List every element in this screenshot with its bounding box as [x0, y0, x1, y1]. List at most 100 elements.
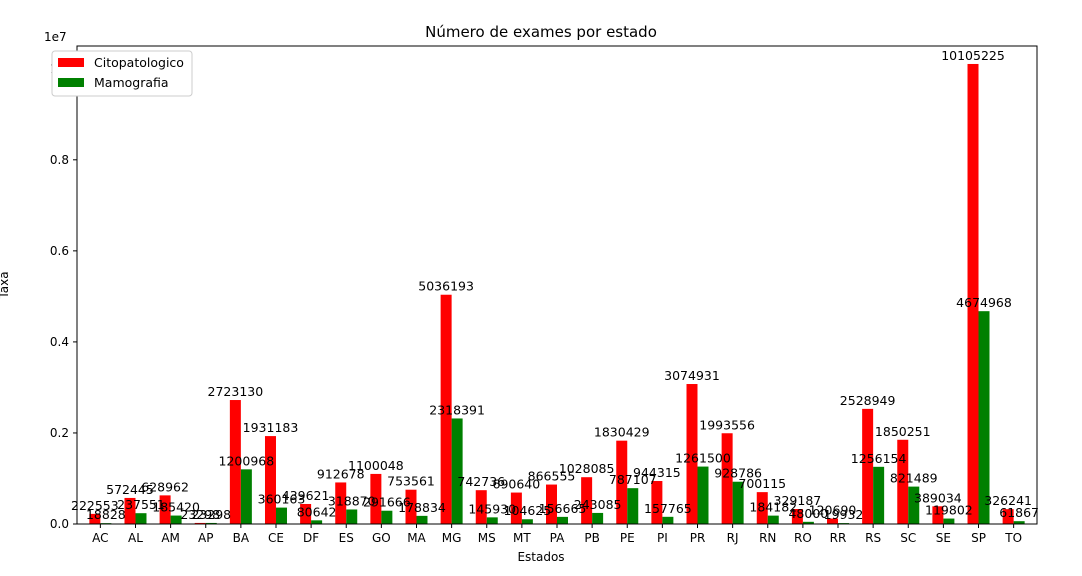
value-label-citopatologico-mt: 690640 [493, 477, 541, 492]
bar-citopatologico-rs [862, 408, 874, 524]
y-tick-label: 0.8 [50, 153, 69, 167]
bar-citopatologico-ba [229, 400, 241, 524]
value-label-citopatologico-pe: 1830429 [594, 425, 650, 440]
x-tick-label-ac: AC [92, 531, 108, 545]
x-tick-label-pi: PI [657, 531, 668, 545]
value-label-mamografia-ms: 145930 [468, 501, 516, 516]
value-label-mamografia-mg: 2318391 [429, 402, 485, 417]
value-label-citopatologico-df: 439621 [282, 488, 330, 503]
bar-citopatologico-pi [651, 481, 663, 524]
bar-mamografia-ap [205, 522, 217, 524]
bar-mamografia-pa [557, 516, 568, 524]
value-label-citopatologico-ap: 23298 [180, 507, 220, 522]
bar-mamografia-pb [592, 512, 604, 524]
x-tick-label-rj: RJ [727, 531, 739, 545]
value-label-citopatologico-to: 326241 [984, 493, 1032, 508]
bar-citopatologico-go [370, 473, 382, 524]
y-tick-label: 0.0 [50, 517, 69, 531]
bar-citopatologico-am [159, 495, 171, 524]
x-tick-label-rn: RN [759, 531, 776, 545]
bar-citopatologico-pr [686, 384, 698, 524]
value-label-mamografia-ac: 18828 [86, 507, 126, 522]
bar-mamografia-rs [873, 466, 885, 524]
legend-label-citopatologico: Citopatologico [94, 55, 184, 70]
legend-swatch-citopatologico [58, 58, 84, 67]
value-label-mamografia-ce: 360163 [258, 492, 306, 507]
bar-citopatologico-ma [405, 489, 417, 524]
bar-citopatologico-pe [616, 440, 628, 524]
value-label-mamografia-df: 80642 [297, 504, 337, 519]
value-label-citopatologico-am: 628962 [141, 479, 189, 494]
bar-mamografia-pi [662, 516, 674, 524]
legend-swatch-mamografia [58, 78, 84, 87]
x-tick-label-go: GO [372, 531, 391, 545]
bar-mamografia-rj [732, 481, 744, 524]
value-labels-layer: 2225535724456289622329827231301931183439… [71, 48, 1039, 522]
value-label-mamografia-to: 61867 [999, 505, 1039, 520]
value-label-citopatologico-pa: 866555 [528, 469, 576, 484]
bar-citopatologico-se [932, 506, 944, 524]
value-label-citopatologico-ce: 1931183 [243, 420, 299, 435]
bars-layer [89, 63, 1025, 524]
value-label-citopatologico-es: 912678 [317, 466, 365, 481]
y-scale-label: 1e7 [44, 30, 67, 44]
x-tick-label-ba: BA [233, 531, 250, 545]
bar-mamografia-ce [275, 507, 287, 524]
value-label-mamografia-mt: 104625 [504, 503, 552, 518]
bar-citopatologico-rr [827, 518, 839, 524]
bar-mamografia-sp [978, 311, 990, 524]
value-label-mamografia-rn: 184182 [749, 500, 797, 515]
bar-citopatologico-df [300, 503, 312, 524]
x-tick-label-mg: MG [442, 531, 462, 545]
x-tick-label-sp: SP [971, 531, 986, 545]
value-label-citopatologico-pr: 3074931 [664, 368, 720, 383]
value-label-citopatologico-se: 389034 [914, 490, 962, 505]
bar-citopatologico-to [1002, 509, 1014, 524]
value-label-citopatologico-go: 1100048 [348, 458, 404, 473]
bar-mamografia-al [135, 513, 147, 524]
bar-mamografia-go [381, 510, 393, 524]
value-label-citopatologico-rs: 2528949 [840, 393, 896, 408]
x-tick-label-es: ES [339, 531, 354, 545]
x-tick-label-df: DF [303, 531, 319, 545]
value-label-mamografia-es: 318870 [328, 493, 376, 508]
value-label-mamografia-go: 291666 [363, 495, 411, 510]
x-tick-label-se: SE [936, 531, 951, 545]
bar-citopatologico-ro [791, 509, 803, 524]
value-label-citopatologico-ms: 742736 [457, 474, 505, 489]
bar-citopatologico-rj [721, 433, 733, 524]
bar-citopatologico-rn [756, 492, 768, 524]
value-label-citopatologico-sc: 1850251 [875, 424, 931, 439]
bar-mamografia-es [346, 509, 358, 524]
value-label-citopatologico-pb: 1028085 [559, 461, 615, 476]
value-label-mamografia-ba: 1200968 [219, 453, 275, 468]
value-label-citopatologico-ac: 222553 [71, 498, 119, 513]
x-tick-label-rr: RR [830, 531, 847, 545]
y-tick-label: 0.6 [50, 244, 69, 258]
value-label-mamografia-ma: 178834 [398, 500, 446, 515]
value-label-citopatologico-rn: 700115 [738, 476, 786, 491]
bar-citopatologico-ac [89, 513, 101, 524]
bar-mamografia-pe [627, 488, 639, 524]
bar-citopatologico-mg [440, 294, 452, 524]
bar-mamografia-se [943, 518, 955, 524]
y-axis-label: Taxa [0, 271, 11, 299]
value-label-mamografia-pe: 787107 [609, 472, 657, 487]
bar-citopatologico-ap [194, 522, 206, 524]
y-tick-label: 0.2 [50, 426, 69, 440]
value-label-mamografia-rs: 1256154 [851, 451, 907, 466]
value-label-citopatologico-ma: 753561 [387, 474, 435, 489]
value-label-mamografia-sc: 821489 [890, 471, 938, 486]
value-label-mamografia-al: 237551 [117, 497, 165, 512]
x-tick-label-sc: SC [900, 531, 916, 545]
bar-citopatologico-sp [967, 63, 979, 524]
x-tick-label-al: AL [128, 531, 143, 545]
bar-mamografia-ma [416, 515, 428, 524]
value-label-mamografia-am: 185420 [152, 500, 200, 515]
x-tick-label-ap: AP [198, 531, 213, 545]
value-label-citopatologico-rj: 1993556 [699, 417, 755, 432]
bar-mamografia-mg [451, 418, 463, 524]
value-label-citopatologico-rr: 120690 [809, 503, 857, 518]
